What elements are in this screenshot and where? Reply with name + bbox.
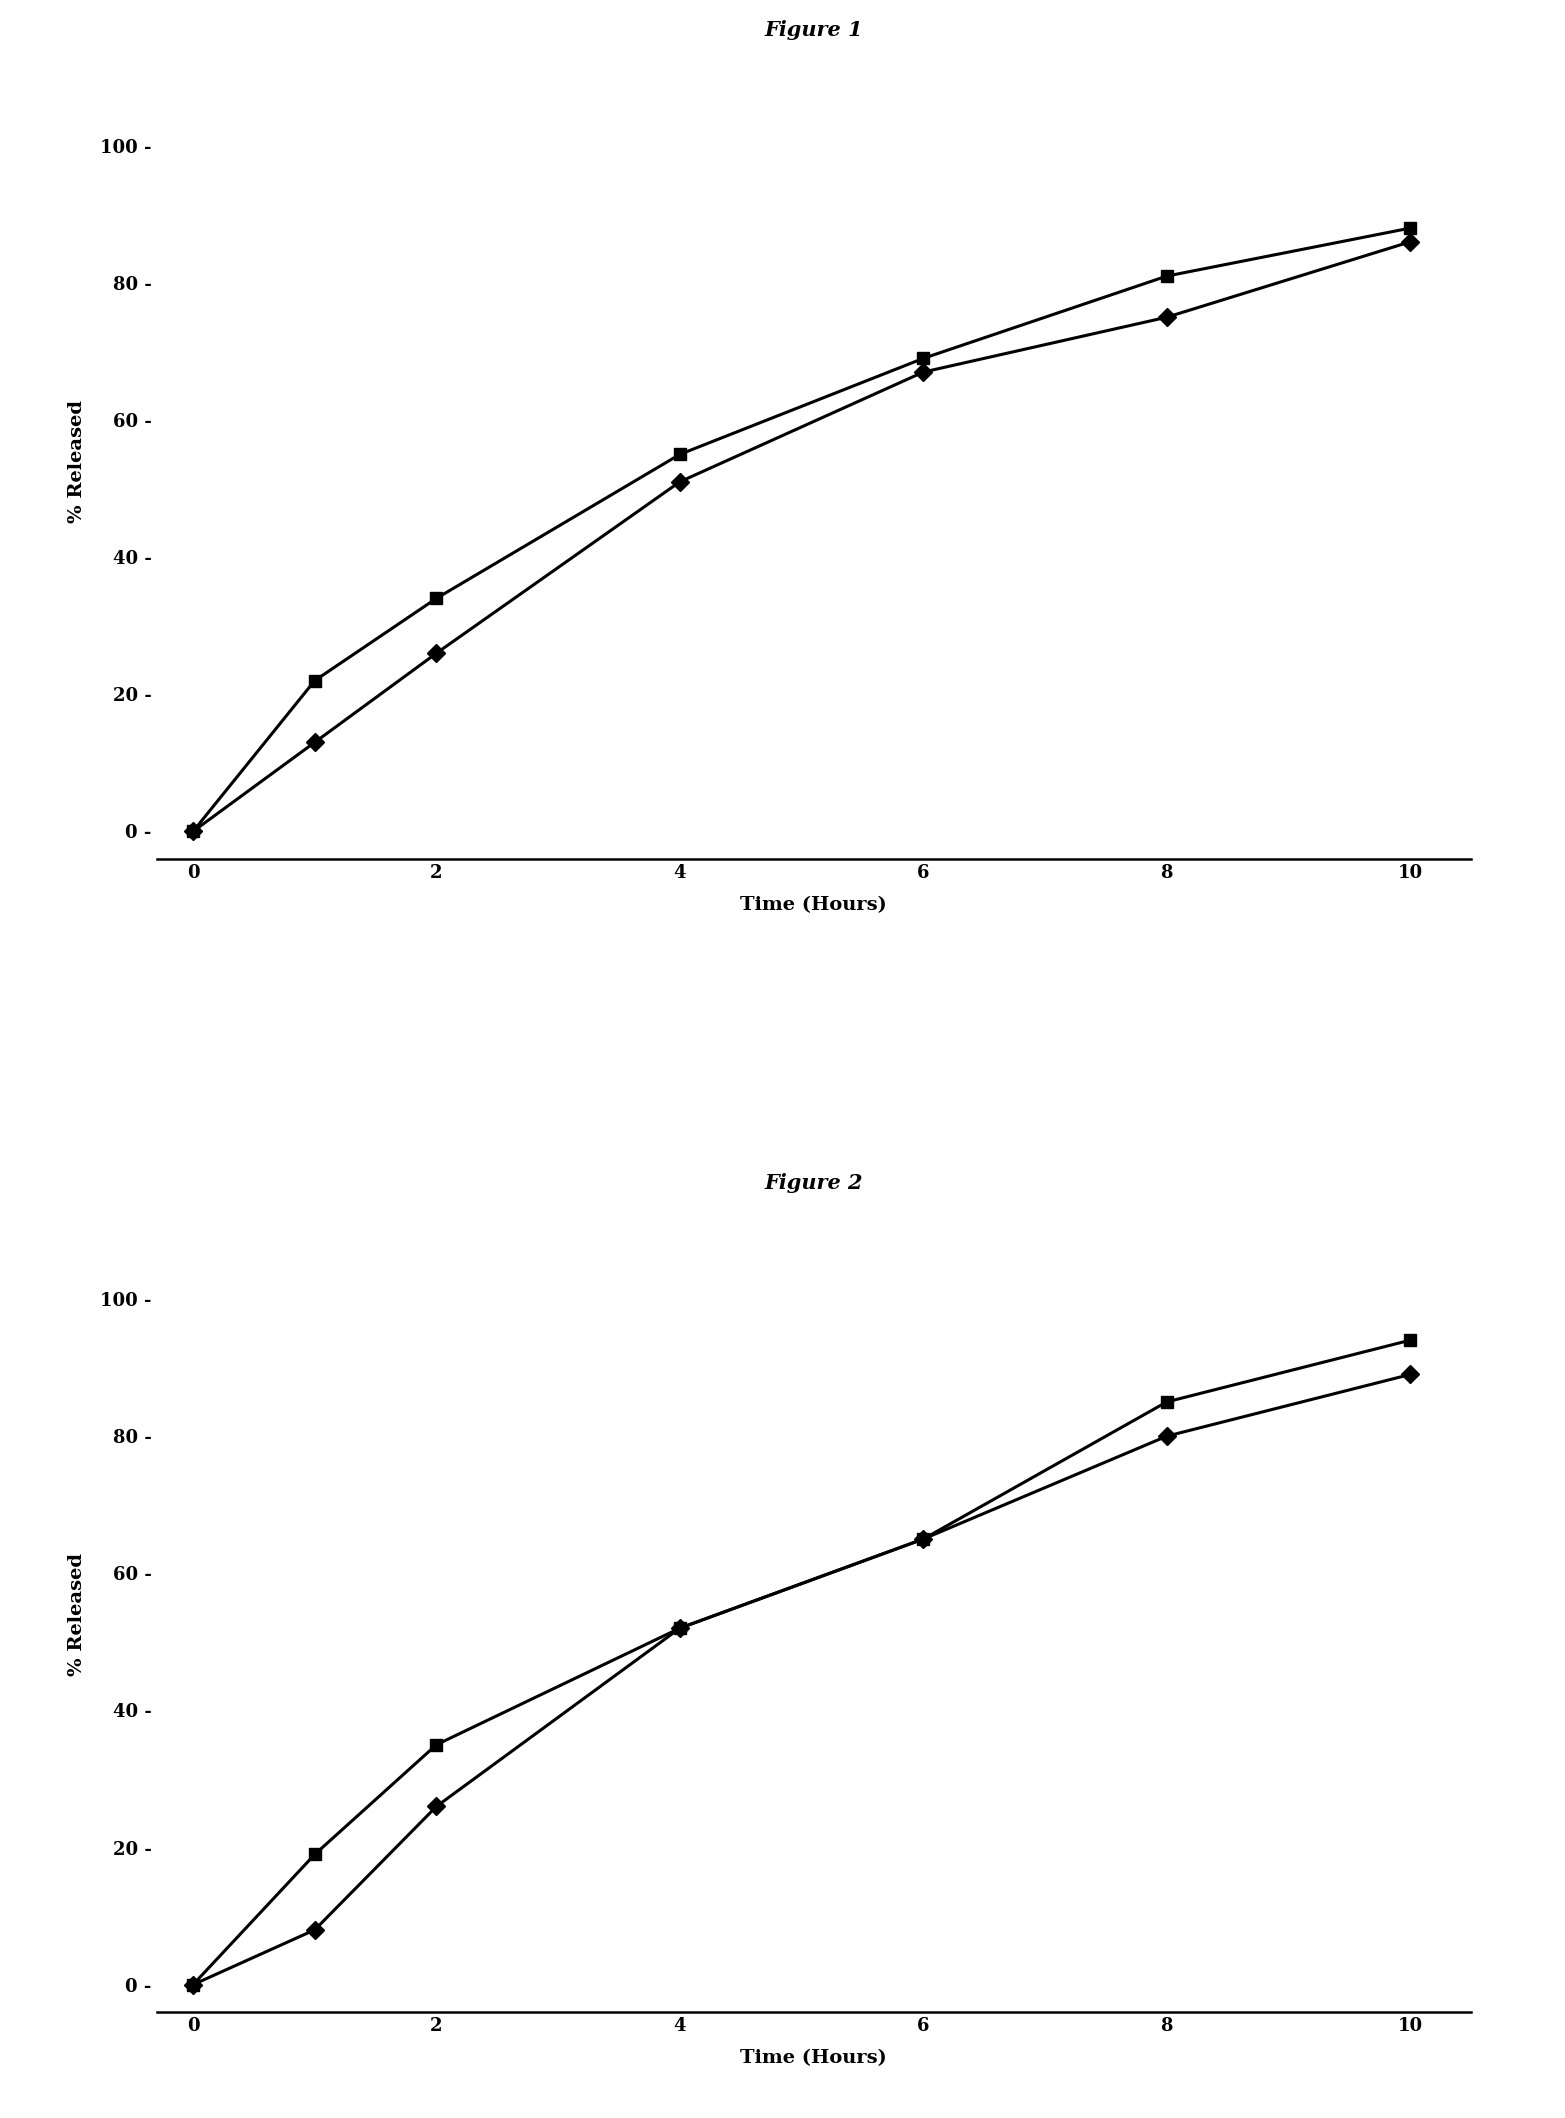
Title: Figure 2: Figure 2 [765,1173,862,1192]
Y-axis label: % Released: % Released [69,1552,86,1675]
X-axis label: Time (Hours): Time (Hours) [740,2048,887,2067]
Y-axis label: % Released: % Released [69,400,86,523]
X-axis label: Time (Hours): Time (Hours) [740,896,887,913]
Title: Figure 1: Figure 1 [765,19,862,40]
